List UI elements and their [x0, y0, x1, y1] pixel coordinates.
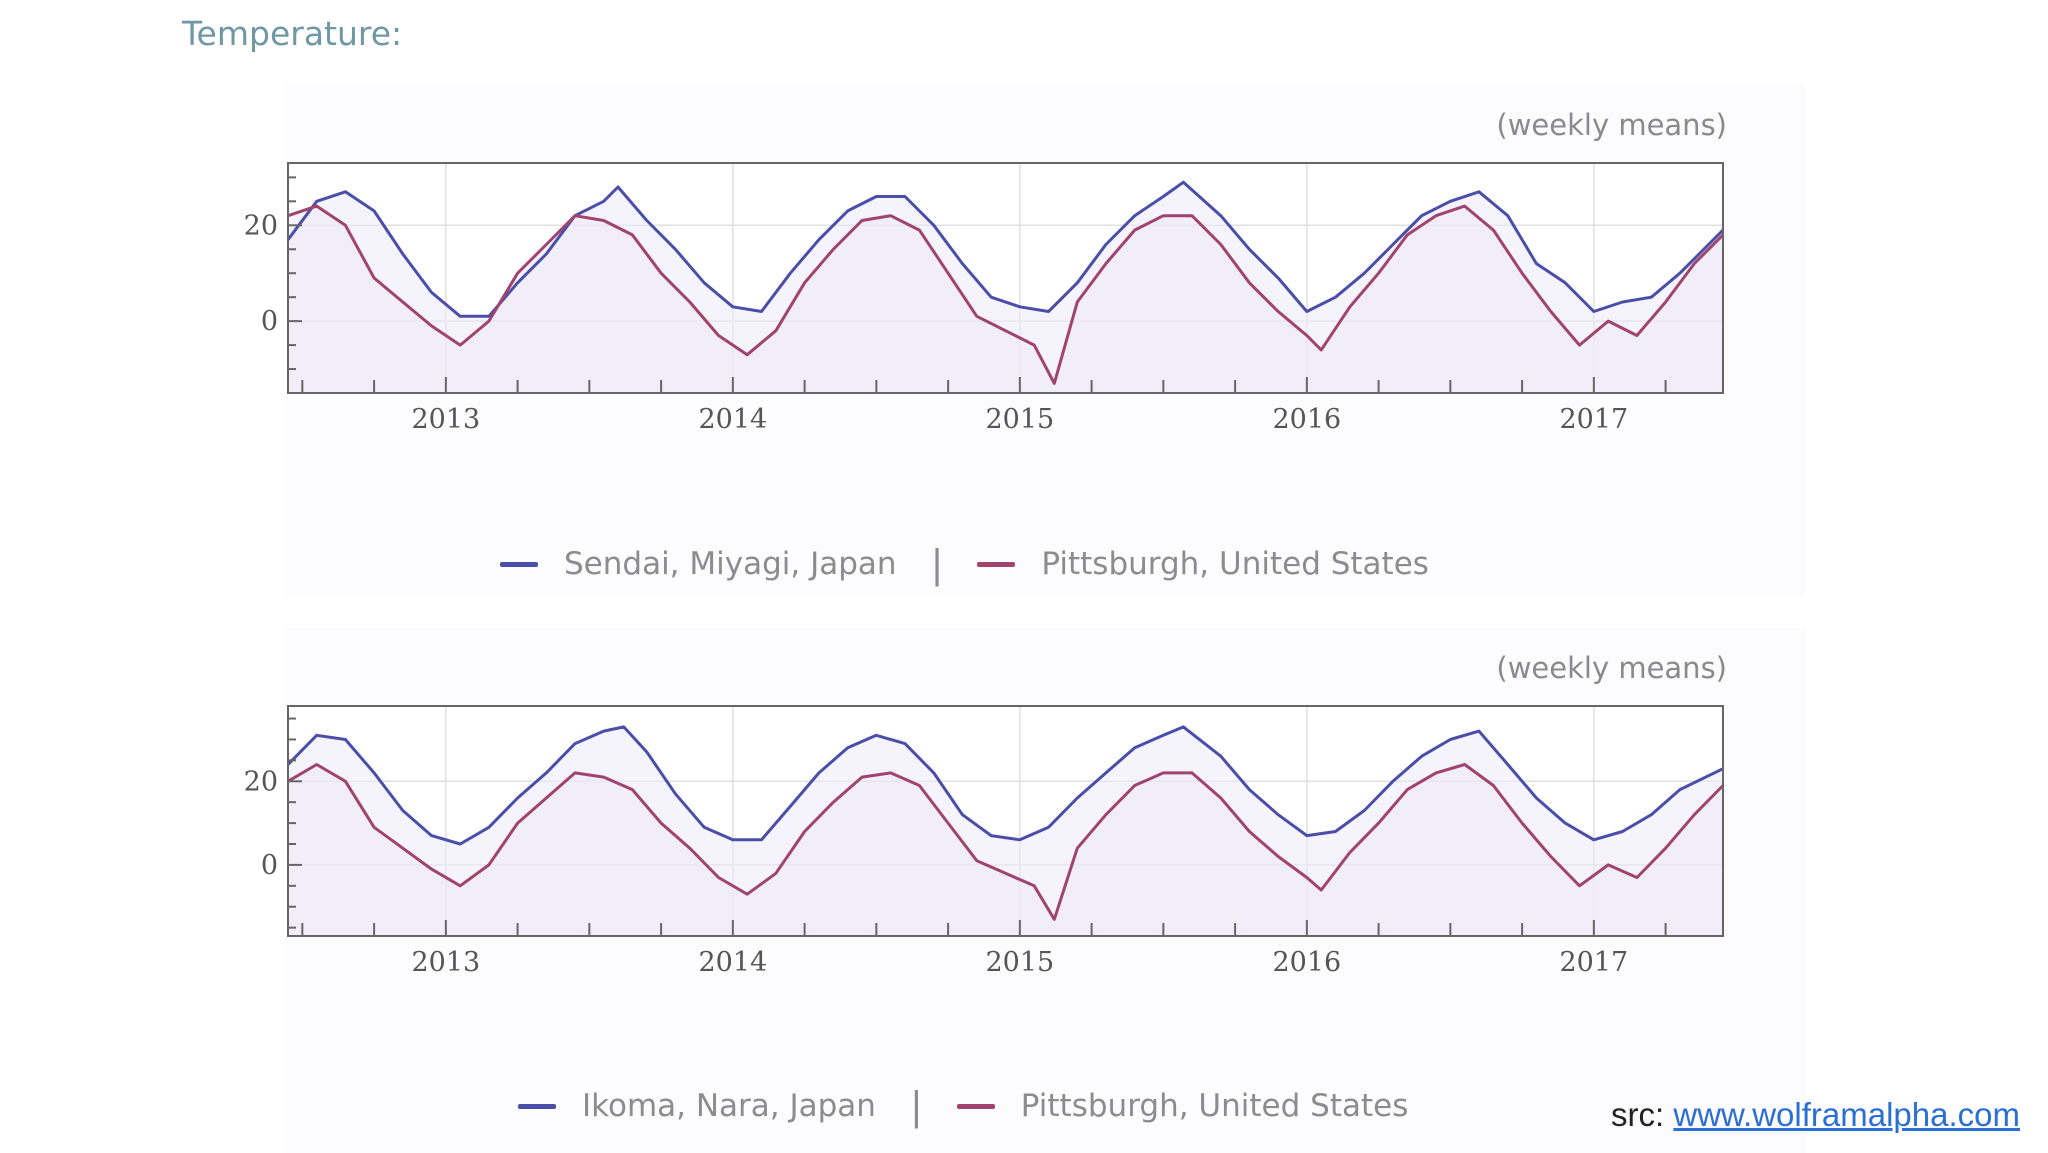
legend-separator: |: [909, 1084, 923, 1128]
series-line-pittsburgh: [287, 204, 1725, 385]
x-tick-label: 2013: [411, 947, 480, 978]
y-tick-label: 20: [244, 210, 278, 241]
x-tick-label: 2017: [1559, 404, 1628, 435]
y-tick-label: 0: [261, 850, 278, 881]
chart-subtitle: (weekly means): [1496, 651, 1727, 685]
source-link[interactable]: www.wolframalpha.com: [1673, 1096, 2020, 1133]
x-tick-label: 2015: [985, 947, 1054, 978]
legend-swatch-pittsburgh: [956, 1103, 995, 1109]
legend-chart-1: Sendai, Miyagi, Japan | Pittsburgh, Unit…: [500, 542, 1429, 586]
legend-swatch-pittsburgh: [977, 561, 1016, 567]
series-line-pittsburgh: [287, 763, 1725, 921]
x-tick-label: 2016: [1272, 404, 1341, 435]
legend-label-ikoma: Ikoma, Nara, Japan: [582, 1088, 876, 1124]
legend-label-pittsburgh: Pittsburgh, United States: [1020, 1088, 1409, 1124]
plot-frame: [287, 162, 1724, 394]
legend-label-pittsburgh: Pittsburgh, United States: [1041, 546, 1429, 582]
x-tick-label: 2015: [985, 404, 1054, 435]
legend-separator: |: [930, 542, 944, 586]
slide-title: Temperature:: [182, 14, 403, 53]
x-tick-label: 2014: [698, 947, 767, 978]
legend-chart-2: Ikoma, Nara, Japan | Pittsburgh, United …: [518, 1084, 1409, 1128]
source-credit: src: www.wolframalpha.com: [1611, 1096, 2020, 1134]
x-tick-label: 2017: [1559, 947, 1628, 978]
source-prefix: src:: [1611, 1096, 1665, 1133]
legend-label-sendai: Sendai, Miyagi, Japan: [564, 546, 897, 582]
x-tick-label: 2013: [411, 404, 480, 435]
legend-swatch-japan: [518, 1103, 556, 1109]
chart-ikoma-vs-pittsburgh: (weekly means) 2013 2014 2015 2016 2017 0 20: [244, 651, 1727, 978]
plot-frame: [287, 705, 1724, 937]
chart-subtitle: (weekly means): [1496, 108, 1727, 142]
series-line-japan: [286, 725, 1724, 846]
y-tick-label: 20: [244, 766, 278, 797]
x-tick-label: 2016: [1272, 947, 1341, 978]
chart-sendai-vs-pittsburgh: (weekly means) 2013 2014 2015 2016 2017 0 20: [244, 108, 1727, 435]
legend-swatch-japan: [500, 561, 538, 567]
series-line-japan: [286, 180, 1725, 318]
series-area-1: [288, 206, 1723, 393]
y-tick-label: 0: [261, 306, 278, 337]
x-tick-label: 2014: [698, 404, 767, 435]
